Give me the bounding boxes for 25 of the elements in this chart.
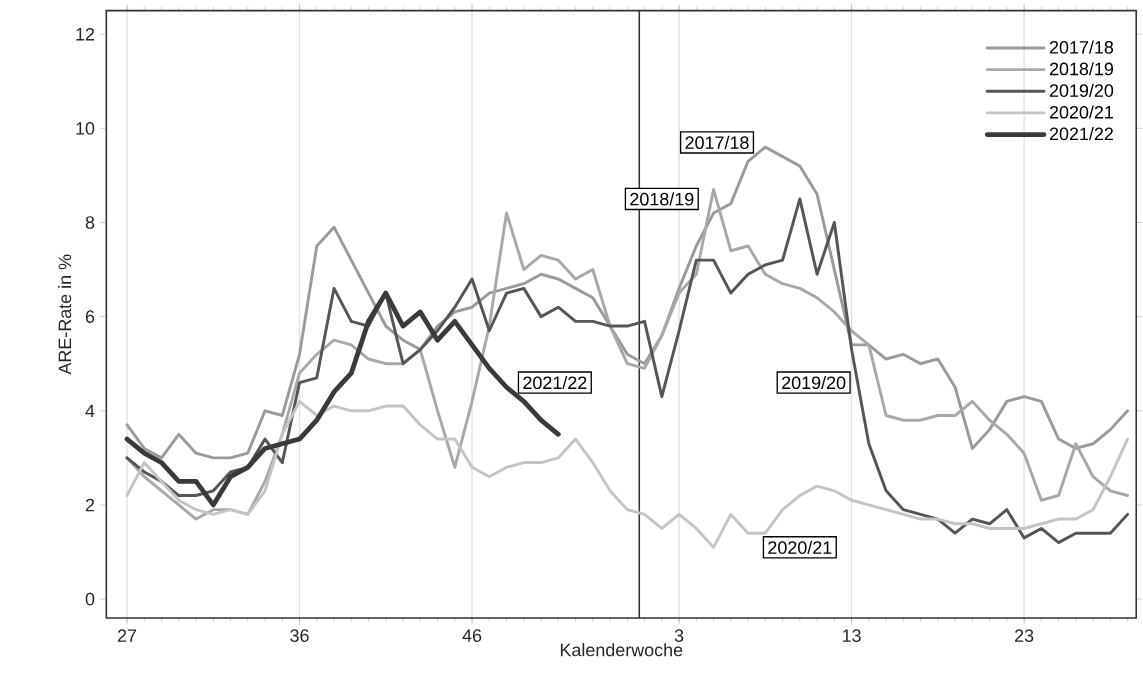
y-tick-label: 8 xyxy=(85,216,95,229)
legend-label: 2019/20 xyxy=(1049,83,1114,98)
x-tick-label: 36 xyxy=(290,629,309,643)
y-tick-label: 2 xyxy=(85,498,95,512)
legend-label: 2021/22 xyxy=(1049,127,1113,141)
y-tick-label: 12 xyxy=(76,28,95,41)
annotation: 2021/22 xyxy=(523,376,587,390)
y-tick-label: 6 xyxy=(85,310,95,324)
legend-label: 2020/21 xyxy=(1049,105,1113,119)
x-tick-label: 46 xyxy=(462,629,482,643)
y-tick-label: 0 xyxy=(85,592,95,606)
annotation: 2019/20 xyxy=(782,376,846,390)
x-tick-label: 13 xyxy=(842,629,861,643)
y-tick-label: 10 xyxy=(76,122,95,135)
legend-label: 2018/19 xyxy=(1049,62,1114,76)
y-tick-label: 4 xyxy=(85,404,95,418)
x-tick-label: 23 xyxy=(1015,629,1034,643)
x-tick-label: 3 xyxy=(674,629,684,643)
x-axis-title: Kalenderwoche xyxy=(560,643,683,657)
annotation: 2018/19 xyxy=(630,192,694,206)
legend-label: 2017/18 xyxy=(1049,40,1114,54)
annotation: 2020/21 xyxy=(768,540,832,555)
x-tick-label: 27 xyxy=(117,629,137,642)
y-axis-title: ARE-Rate in % xyxy=(58,254,72,375)
annotation: 2017/18 xyxy=(685,136,749,150)
